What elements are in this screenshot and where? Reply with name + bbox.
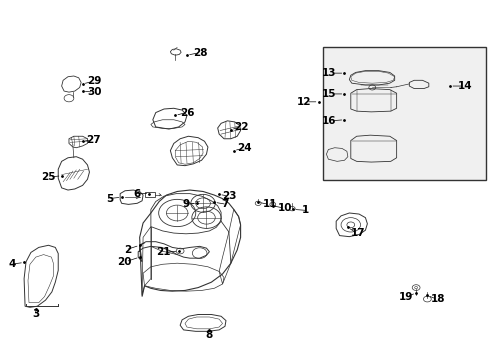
Text: 7: 7 <box>221 199 228 210</box>
Text: 26: 26 <box>180 108 194 118</box>
Text: 24: 24 <box>237 143 251 153</box>
Text: 12: 12 <box>297 97 311 107</box>
Text: 2: 2 <box>124 245 131 255</box>
Text: 3: 3 <box>32 310 40 319</box>
Bar <box>144 192 155 197</box>
Text: 18: 18 <box>430 294 445 304</box>
Text: 25: 25 <box>41 172 55 182</box>
Text: 14: 14 <box>457 81 472 91</box>
Text: 22: 22 <box>233 122 248 132</box>
Text: 6: 6 <box>133 189 140 199</box>
Text: 19: 19 <box>398 292 412 302</box>
Text: 28: 28 <box>193 48 207 58</box>
Text: 20: 20 <box>117 257 131 267</box>
Text: 30: 30 <box>87 87 102 97</box>
Text: 17: 17 <box>350 228 365 238</box>
Text: 8: 8 <box>205 330 213 340</box>
Text: 23: 23 <box>222 191 237 201</box>
Text: 5: 5 <box>106 194 114 204</box>
Text: 15: 15 <box>321 89 335 99</box>
Text: 11: 11 <box>263 199 277 210</box>
Text: 27: 27 <box>86 135 101 145</box>
Text: 21: 21 <box>156 247 170 257</box>
Bar <box>322 47 485 180</box>
Text: 4: 4 <box>9 259 16 269</box>
Text: 1: 1 <box>302 206 308 216</box>
Text: 16: 16 <box>321 116 335 126</box>
Text: 10: 10 <box>277 203 291 213</box>
Text: 13: 13 <box>321 68 335 78</box>
Text: 9: 9 <box>183 199 189 210</box>
Text: 29: 29 <box>87 76 102 86</box>
